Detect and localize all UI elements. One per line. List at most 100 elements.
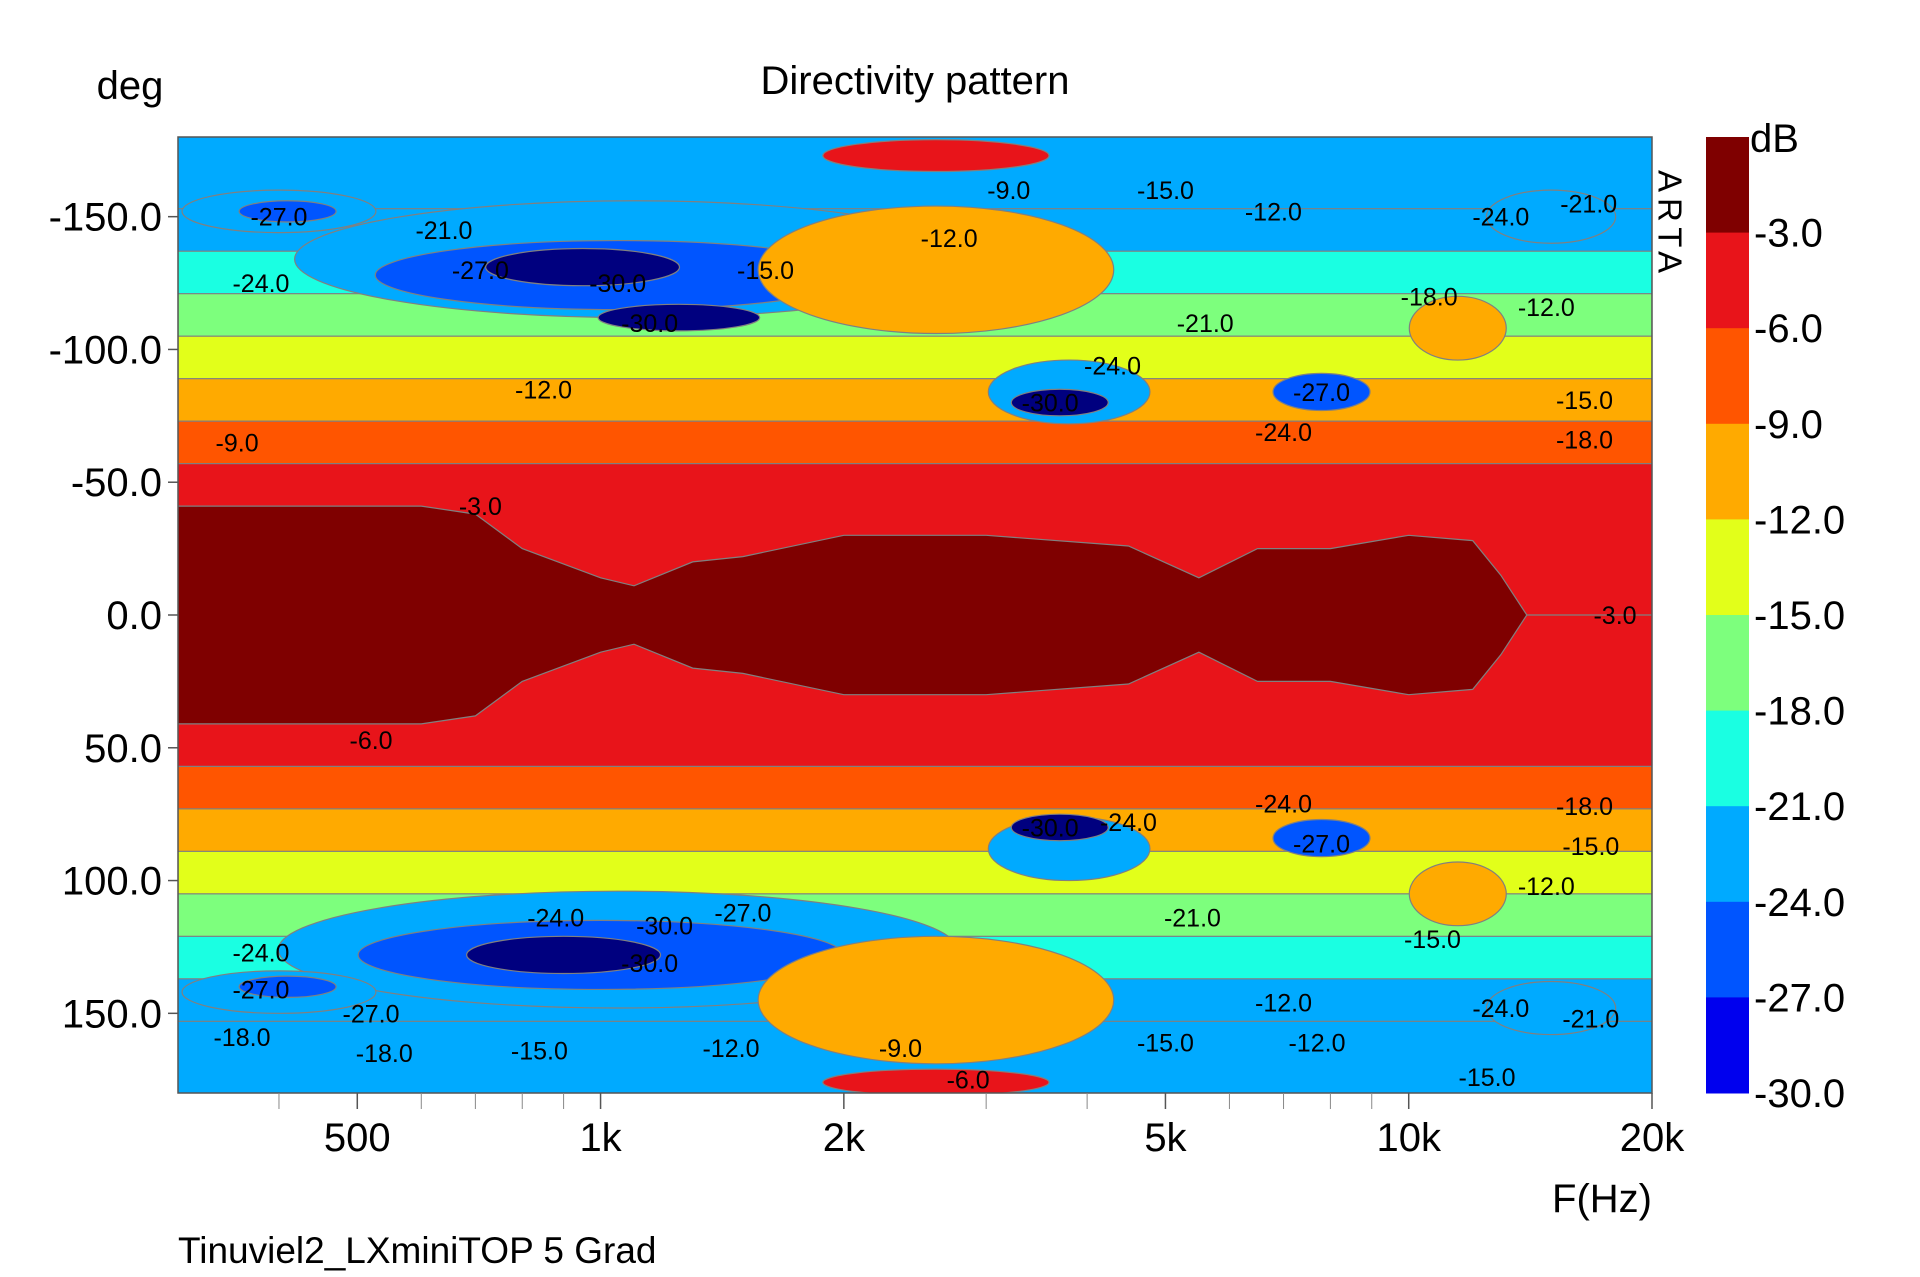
blob-9 [1485,189,1617,244]
contour-label-31: -18.0 [1556,793,1613,821]
y-tick-label-2: -50.0 [71,461,162,505]
x-tick-label-4: 10k [1376,1116,1441,1160]
contour-label-42: -27.0 [343,1000,400,1028]
contour-label-27: -24.0 [1255,791,1312,819]
chart-title: Directivity pattern [761,59,1070,103]
contour-label-46: -12.0 [702,1035,759,1063]
y-tick-label-3: 0.0 [106,594,162,638]
contour-label-0: -27.0 [250,204,307,232]
contour-label-5: -30.0 [621,310,678,338]
colorbar-swatch-7 [1706,806,1749,903]
contour-label-36: -24.0 [527,905,584,933]
blob-7 [1010,388,1109,417]
contour-label-15: -21.0 [1177,310,1234,338]
contour-label-8: -9.0 [987,177,1030,205]
contour-label-1: -24.0 [232,270,289,298]
contour-label-18: -27.0 [1293,379,1350,407]
blob-12 [466,935,662,975]
contour-label-2: -21.0 [415,217,472,245]
x-axis-label: F(Hz) [1552,1177,1652,1221]
blob-18 [1485,980,1617,1036]
contour-label-30: -24.0 [1100,809,1157,837]
colorbar: -3.0 -6.0 -9.0 -12.0 -15.0 -18.0 -21.0 -24.0 -27… [1706,137,1845,1116]
colorbar-swatch-5 [1706,615,1749,712]
contour-label-35: -15.0 [1404,926,1461,954]
y-axis: -150.0 -100.0 -50.0 0.0 50.0 100.0 150.0 [49,196,178,1036]
contour-label-45: -15.0 [511,1038,568,1066]
contour-label-48: -6.0 [947,1067,990,1095]
contour-label-7: -12.0 [921,225,978,253]
colorbar-swatch-1 [1706,232,1749,329]
heatmap-area: -27.0 -24.0 -21.0 -27.0 -30.0 -30.0 -15.0 -12.0… [178,137,1652,1095]
contour-label-29: -30.0 [1022,814,1079,842]
contour-label-10: -12.0 [1245,198,1302,226]
colorbar-label-2: -9.0 [1754,403,1823,447]
contour-label-28: -27.0 [1293,830,1350,858]
colorbar-label-6: -21.0 [1754,785,1845,829]
blob-3 [597,303,761,332]
colorbar-swatch-2 [1706,328,1749,425]
colorbar-label-8: -27.0 [1754,976,1845,1020]
main-beam [178,505,1652,725]
contour-label-12: -21.0 [1560,190,1617,218]
y-tick-label-4: 50.0 [84,727,162,771]
contour-label-4: -30.0 [589,270,646,298]
colorbar-label-4: -15.0 [1754,594,1845,638]
contour-label-47: -9.0 [879,1035,922,1063]
y-tick-label-0: -150.0 [49,196,162,240]
contour-label-50: -12.0 [1288,1030,1345,1058]
contour-labels: -27.0 -24.0 -21.0 -27.0 -30.0 -30.0 -15.0 -12.0… [213,177,1636,1095]
colorbar-swatch-6 [1706,710,1749,807]
contour-label-33: -12.0 [1518,873,1575,901]
blob-24 [822,1068,1050,1093]
colorbar-swatch-0 [1706,137,1749,234]
colorbar-label-7: -24.0 [1754,881,1845,925]
contour-label-43: -18.0 [213,1024,270,1052]
contour-label-14: -12.0 [1518,294,1575,322]
blob-2 [484,247,681,287]
colorbar-swatch-9 [1706,997,1749,1094]
x-tick-label-5: 20k [1620,1116,1685,1160]
caption: Tinuviel2_LXminiTOP 5 Grad [178,1230,657,1271]
colorbar-label-5: -18.0 [1754,690,1845,734]
colorbar-swatch-3 [1706,423,1749,520]
blob-21 [1408,295,1507,361]
x-tick-label-2: 2k [823,1116,866,1160]
colorbar-label-9: -30.0 [1754,1072,1845,1116]
y-tick-label-6: 150.0 [62,992,162,1036]
x-tick-label-3: 5k [1144,1116,1187,1160]
contour-label-22: -12.0 [515,376,572,404]
colorbar-swatch-4 [1706,519,1749,616]
contour-label-13: -18.0 [1401,283,1458,311]
contour-label-16: -24.0 [1084,352,1141,380]
contour-label-24: -3.0 [459,493,502,521]
contour-label-26: -6.0 [350,727,393,755]
colorbar-label-0: -3.0 [1754,212,1823,256]
blob-19 [757,205,1115,335]
blob-8 [1272,372,1371,412]
beam-region [178,505,1652,725]
x-axis: 500 1k 2k 5k 10k 20k [278,1093,1685,1160]
contour-label-54: -15.0 [1459,1064,1516,1092]
x-tick-label-0: 500 [324,1116,391,1160]
contour-label-9: -15.0 [1137,177,1194,205]
blob-5 [238,200,337,223]
contour-label-34: -21.0 [1164,905,1221,933]
blob-14 [238,975,337,999]
blob-23 [822,139,1050,173]
contour-label-17: -30.0 [1022,390,1079,418]
blob-22 [1408,861,1507,927]
contour-label-6: -15.0 [737,257,794,285]
colorbar-label: dB [1750,117,1799,161]
contour-label-19: -24.0 [1255,419,1312,447]
blob-17 [1272,818,1371,858]
contour-label-51: -15.0 [1137,1030,1194,1058]
colorbar-label-1: -6.0 [1754,307,1823,351]
contour-label-52: -24.0 [1472,995,1529,1023]
level-blobs [181,139,1617,1093]
contour-label-37: -30.0 [636,913,693,941]
blob-20 [757,935,1115,1065]
blob-16 [1010,813,1109,842]
contour-label-3: -27.0 [452,257,509,285]
